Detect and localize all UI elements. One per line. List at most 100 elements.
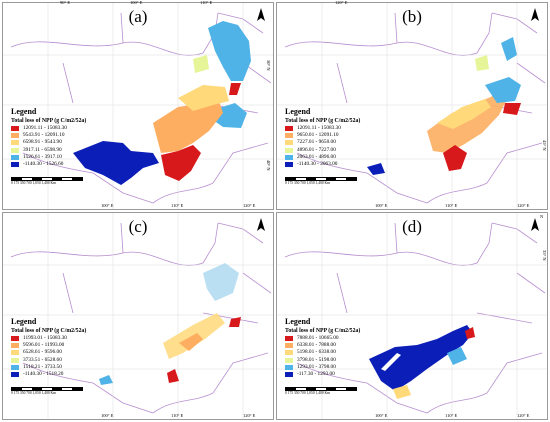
map-b bbox=[277, 3, 547, 209]
legend-item: 11993.01 - 15083.30 bbox=[11, 335, 131, 342]
legend-item: 7227.01 - 9650.00 bbox=[285, 139, 405, 146]
legend: Legend Total loss of NPP (g C/m2/52a) 12… bbox=[285, 107, 405, 168]
legend-subtitle: Total loss of NPP (g C/m2/52a) bbox=[11, 118, 87, 124]
longitude-tick-top: 120° E bbox=[335, 0, 348, 5]
legend-item: 1293.01 - 3798.00 bbox=[285, 364, 405, 371]
legend-swatch bbox=[285, 126, 293, 132]
legend-swatch bbox=[285, 140, 293, 146]
legend-item: 6338.01 - 7888.00 bbox=[285, 342, 405, 349]
legend-swatch bbox=[285, 336, 293, 342]
longitude-tick: 100° E bbox=[101, 413, 114, 418]
panel-label: (d) bbox=[402, 217, 422, 236]
longitude-tick-top: 100° E bbox=[130, 0, 143, 5]
legend-item: 6598.91 - 9543.90 bbox=[11, 139, 131, 146]
longitude-tick: 110° E bbox=[445, 413, 458, 418]
map-c bbox=[3, 213, 273, 419]
legend-swatch bbox=[285, 343, 293, 349]
north-arrow-icon bbox=[531, 8, 539, 21]
scale-bar: 0 175 350 700 1,050 1,400 Km bbox=[285, 387, 359, 395]
legend-swatch bbox=[11, 336, 19, 342]
longitude-tick-top: 110° E bbox=[200, 0, 213, 5]
region-red bbox=[161, 145, 201, 181]
legend-subtitle: Total loss of NPP (g C/m2/52a) bbox=[285, 328, 361, 334]
legend-item: 3917.11 - 6598.90 bbox=[11, 147, 131, 154]
longitude-tick: 100° E bbox=[375, 413, 388, 418]
grid-lines bbox=[277, 3, 547, 209]
region-orange bbox=[427, 95, 507, 153]
legend-item: -1140.30 - 1526.60 bbox=[11, 161, 131, 168]
region-yellow-north bbox=[193, 55, 209, 73]
region-orange bbox=[179, 333, 203, 351]
scale-bar-graphic bbox=[11, 387, 83, 391]
north-arrow-icon bbox=[531, 218, 539, 231]
legend-swatch bbox=[285, 357, 293, 363]
longitude-tick: 110° E bbox=[171, 203, 184, 208]
legend: Legend Total loss of NPP (g C/m2/52a) 78… bbox=[285, 317, 405, 378]
map-panel-a: (a) Legend Total loss of NPP (g C/m2/52a… bbox=[2, 2, 274, 210]
map-a bbox=[3, 3, 273, 209]
region-blue-mid bbox=[203, 103, 247, 128]
legend-item: -1140.30 - 2063.00 bbox=[285, 161, 405, 168]
legend-swatch bbox=[285, 350, 293, 356]
region-red bbox=[465, 327, 475, 339]
longitude-tick: 120° E bbox=[243, 413, 256, 418]
scale-bar-graphic bbox=[285, 177, 357, 181]
legend-item: 12091.11 - 15083.30 bbox=[285, 125, 405, 132]
region-yellow bbox=[178, 85, 229, 111]
legend-swatch bbox=[285, 133, 293, 139]
legend-swatch bbox=[11, 147, 19, 153]
map-panel-b: (b) Legend Total loss of NPP (g C/m2/52a… bbox=[276, 2, 548, 210]
legend-item: 3733.51 - 6528.60 bbox=[11, 357, 131, 364]
latitude-tick: 35° N bbox=[542, 250, 547, 261]
legend-swatch bbox=[285, 372, 293, 378]
scale-bar-label: 0 175 350 700 1,050 1,400 Km bbox=[11, 391, 56, 395]
legend-swatch bbox=[285, 162, 293, 168]
grid-lines bbox=[3, 213, 273, 419]
legend-title: Legend bbox=[11, 107, 37, 116]
legend-item: 4896.01 - 7227.00 bbox=[285, 147, 405, 154]
region-red-east bbox=[229, 83, 241, 95]
legend-swatch bbox=[285, 364, 293, 370]
scale-bar-label: 0 175 350 700 1,050 1,400 Km bbox=[285, 181, 330, 185]
longitude-tick: 100° E bbox=[101, 203, 114, 208]
legend-swatch bbox=[285, 154, 293, 160]
legend-swatch bbox=[285, 147, 293, 153]
legend-item: 9543.91 - 12091.10 bbox=[11, 132, 131, 139]
longitude-tick: 110° E bbox=[171, 413, 184, 418]
panel-label: (c) bbox=[128, 217, 148, 236]
region-yellow bbox=[393, 385, 411, 399]
region-blue-light bbox=[447, 347, 467, 365]
longitude-tick: 120° E bbox=[517, 413, 530, 418]
legend-subtitle: Total loss of NPP (g C/m2/52a) bbox=[11, 328, 87, 334]
panel-label: (b) bbox=[402, 7, 422, 26]
legend-item: 3798.01 - 5198.00 bbox=[285, 357, 405, 364]
panel-label: (a) bbox=[128, 7, 148, 26]
legend-item: 6528.61 - 9596.00 bbox=[11, 349, 131, 356]
legend-swatch bbox=[11, 133, 19, 139]
legend-swatch bbox=[11, 364, 19, 370]
longitude-tick-top: 90° E bbox=[60, 0, 71, 5]
legend: Legend Total loss of NPP (g C/m2/52a) 12… bbox=[11, 107, 131, 168]
longitude-tick: 120° E bbox=[243, 203, 256, 208]
legend-title: Legend bbox=[285, 317, 311, 326]
longitude-tick: 120° E bbox=[517, 203, 530, 208]
region-blue-west bbox=[367, 163, 385, 175]
region-light-blue bbox=[203, 263, 239, 301]
region-red bbox=[229, 317, 241, 327]
legend-item: 2063.01 - 4896.00 bbox=[285, 154, 405, 161]
latitude-tick: 45° N bbox=[542, 140, 547, 151]
map-panel-c: (c) Legend Total loss of NPP (g C/m2/52a… bbox=[2, 212, 274, 420]
legend-item: -1140.30 - 1518.20 bbox=[11, 371, 131, 378]
legend-item: 1518.21 - 3733.50 bbox=[11, 364, 131, 371]
region-blue-dark bbox=[73, 141, 159, 185]
legend-item: 5198.01 - 6338.00 bbox=[285, 349, 405, 356]
region-white-streak bbox=[381, 353, 401, 371]
legend-item: 7888.01 - 10665.00 bbox=[285, 335, 405, 342]
scale-bar-label: 0 175 350 700 1,050 1,400 Km bbox=[11, 181, 56, 185]
legend-swatch bbox=[11, 162, 19, 168]
legend-item: 9596.01 - 11993.00 bbox=[11, 342, 131, 349]
legend-swatch bbox=[11, 140, 19, 146]
region-red-east bbox=[503, 103, 521, 115]
north-label: N bbox=[540, 214, 544, 219]
legend-item: 9650.01 - 12091.10 bbox=[285, 132, 405, 139]
